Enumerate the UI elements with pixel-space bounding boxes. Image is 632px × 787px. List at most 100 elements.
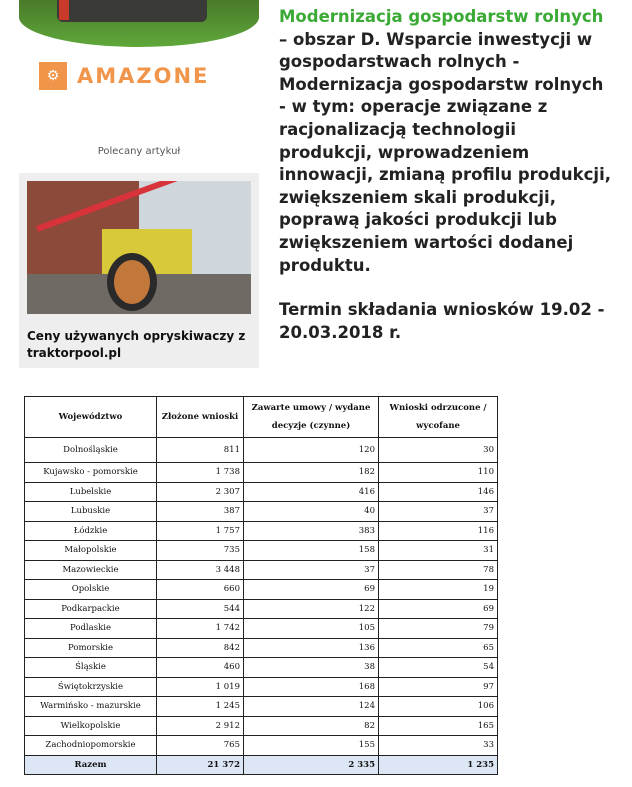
- cell-rejected: 65: [378, 637, 498, 658]
- article-text: Modernizacja gospodarstw rolnych – obsza…: [279, 6, 614, 344]
- cell-contracts: 69: [243, 579, 379, 600]
- cell-rejected: 33: [378, 735, 498, 756]
- cell-submitted: 811: [156, 437, 244, 463]
- cell-contracts: 40: [243, 501, 379, 522]
- cell-voivodeship: Wielkopolskie: [24, 715, 157, 736]
- cell-voivodeship: Opolskie: [24, 579, 157, 600]
- recommended-label: Polecany artykuł: [97, 146, 181, 157]
- cell-voivodeship: Kujawsko - pomorskie: [24, 462, 157, 483]
- article-thumbnail[interactable]: [27, 181, 251, 314]
- cell-submitted: 1 245: [156, 696, 244, 717]
- cell-voivodeship: Łódzkie: [24, 520, 157, 541]
- cell-contracts: 122: [243, 598, 379, 619]
- col-header-rejected: Wnioski odrzucone / wycofane: [378, 396, 498, 438]
- banner-stripe: [59, 0, 69, 20]
- cell-rejected: 110: [378, 462, 498, 483]
- applications-table: Województwo Złożone wnioski Zawarte umow…: [24, 396, 498, 775]
- cell-voivodeship: Razem: [24, 754, 157, 775]
- col-header-voivodeship: Województwo: [24, 396, 157, 438]
- cell-submitted: 2 307: [156, 481, 244, 502]
- cell-contracts: 105: [243, 618, 379, 639]
- cell-submitted: 765: [156, 735, 244, 756]
- cell-contracts: 124: [243, 696, 379, 717]
- cell-rejected: 69: [378, 598, 498, 619]
- article-link[interactable]: Modernizacja gospodarstw rolnych: [279, 7, 604, 26]
- table-row: Warmińsko - mazurskie 1 245 124 106: [24, 696, 498, 717]
- cell-contracts: 383: [243, 520, 379, 541]
- cell-rejected: 1 235: [378, 754, 498, 775]
- cell-voivodeship: Dolnośląskie: [24, 437, 157, 463]
- table-total-row: Razem 21 372 2 335 1 235: [24, 754, 498, 775]
- cell-voivodeship: Mazowieckie: [24, 559, 157, 580]
- cell-submitted: 21 372: [156, 754, 244, 775]
- cell-rejected: 146: [378, 481, 498, 502]
- table-row: Pomorskie 842 136 65: [24, 637, 498, 658]
- table-row: Podlaskie 1 742 105 79: [24, 618, 498, 639]
- col-header-contracts: Zawarte umowy / wydane decyzje (czynne): [243, 396, 379, 438]
- table-row: Lubelskie 2 307 416 146: [24, 481, 498, 502]
- amazone-logo-icon: ⚙: [39, 62, 67, 90]
- cell-rejected: 31: [378, 540, 498, 561]
- cell-rejected: 19: [378, 579, 498, 600]
- cell-contracts: 182: [243, 462, 379, 483]
- table-row: Łódzkie 1 757 383 116: [24, 520, 498, 541]
- cell-voivodeship: Zachodniopomorskie: [24, 735, 157, 756]
- table-row: Zachodniopomorskie 765 155 33: [24, 735, 498, 756]
- cell-submitted: 1 738: [156, 462, 244, 483]
- cell-contracts: 37: [243, 559, 379, 580]
- table-row: Kujawsko - pomorskie 1 738 182 110: [24, 462, 498, 483]
- cell-contracts: 82: [243, 715, 379, 736]
- cell-submitted: 3 448: [156, 559, 244, 580]
- table-row: Świętokrzyskie 1 019 168 97: [24, 676, 498, 697]
- cell-rejected: 30: [378, 437, 498, 463]
- table-row: Opolskie 660 69 19: [24, 579, 498, 600]
- cell-voivodeship: Małopolskie: [24, 540, 157, 561]
- cell-voivodeship: Świętokrzyskie: [24, 676, 157, 697]
- amazone-logo[interactable]: ⚙ AMAZONE: [39, 62, 209, 90]
- cell-submitted: 1 019: [156, 676, 244, 697]
- cell-voivodeship: Lubelskie: [24, 481, 157, 502]
- cell-submitted: 460: [156, 657, 244, 678]
- cell-submitted: 1 757: [156, 520, 244, 541]
- cell-contracts: 155: [243, 735, 379, 756]
- cell-voivodeship: Podlaskie: [24, 618, 157, 639]
- table-row: Podkarpackie 544 122 69: [24, 598, 498, 619]
- article-paragraph: Modernizacja gospodarstw rolnych – obsza…: [279, 6, 614, 277]
- cell-contracts: 120: [243, 437, 379, 463]
- cell-rejected: 97: [378, 676, 498, 697]
- cell-contracts: 136: [243, 637, 379, 658]
- cell-rejected: 106: [378, 696, 498, 717]
- table-row: Dolnośląskie 811 120 30: [24, 437, 498, 463]
- sprayer-machine-image: [57, 0, 207, 22]
- cell-voivodeship: Śląskie: [24, 657, 157, 678]
- brand-name: AMAZONE: [77, 64, 210, 88]
- cell-submitted: 2 912: [156, 715, 244, 736]
- table-row: Mazowieckie 3 448 37 78: [24, 559, 498, 580]
- cell-rejected: 78: [378, 559, 498, 580]
- table-row: Lubuskie 387 40 37: [24, 501, 498, 522]
- cell-voivodeship: Warmińsko - mazurskie: [24, 696, 157, 717]
- cell-rejected: 37: [378, 501, 498, 522]
- cell-contracts: 168: [243, 676, 379, 697]
- cell-voivodeship: Podkarpackie: [24, 598, 157, 619]
- cell-rejected: 54: [378, 657, 498, 678]
- cell-submitted: 387: [156, 501, 244, 522]
- article-body: – obszar D. Wsparcie inwestycji w gospod…: [279, 29, 612, 275]
- cell-submitted: 660: [156, 579, 244, 600]
- ad-banner-image[interactable]: [19, 0, 259, 47]
- cell-voivodeship: Pomorskie: [24, 637, 157, 658]
- table-row: Małopolskie 735 158 31: [24, 540, 498, 561]
- table-row: Śląskie 460 38 54: [24, 657, 498, 678]
- cell-contracts: 416: [243, 481, 379, 502]
- cell-contracts: 2 335: [243, 754, 379, 775]
- table-row: Wielkopolskie 2 912 82 165: [24, 715, 498, 736]
- cell-submitted: 842: [156, 637, 244, 658]
- cell-rejected: 165: [378, 715, 498, 736]
- cell-contracts: 38: [243, 657, 379, 678]
- recommended-article-card[interactable]: Ceny używanych opryskiwaczy z traktorpoo…: [19, 173, 259, 368]
- cell-voivodeship: Lubuskie: [24, 501, 157, 522]
- deadline-text: Termin składania wniosków 19.02 - 20.03.…: [279, 300, 605, 342]
- cell-submitted: 735: [156, 540, 244, 561]
- cell-submitted: 1 742: [156, 618, 244, 639]
- recommended-article-title[interactable]: Ceny używanych opryskiwaczy z traktorpoo…: [27, 329, 246, 360]
